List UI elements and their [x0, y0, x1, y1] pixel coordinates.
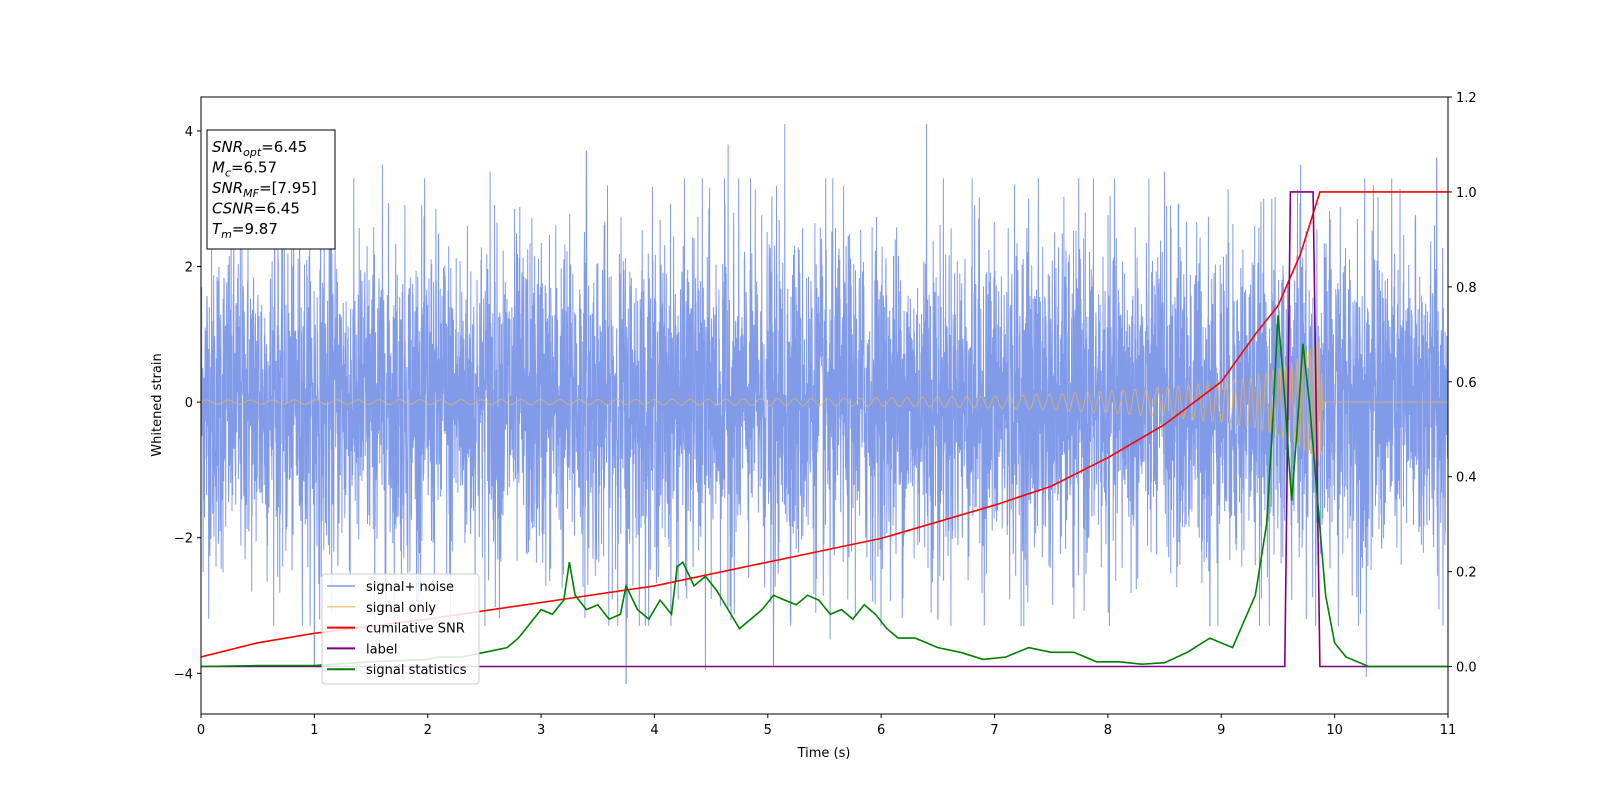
legend-cumulative-snr-label: cumilative SNR — [366, 622, 465, 637]
legend: signal+ noise signal only cumilative SNR la… — [321, 573, 480, 685]
legend-label-label: label — [366, 642, 397, 657]
y-right-tick-label: 0.4 — [1456, 471, 1477, 486]
plot-frame — [200, 96, 1449, 715]
x-tick-label: 6 — [877, 723, 885, 738]
info-box-line: Mc=6.57 — [212, 159, 277, 180]
x-tick-label: 3 — [537, 723, 545, 738]
info-box-line: SNRopt=6.45 — [212, 138, 307, 159]
info-box-frame — [206, 129, 336, 250]
y-left-tick-label: −4 — [174, 667, 193, 682]
x-tick-label: 7 — [990, 723, 998, 738]
series-signal-only — [201, 341, 1448, 462]
y-left-tick-label: 4 — [185, 125, 193, 140]
y-left-tick-label: 2 — [185, 261, 193, 276]
x-axis: 0 1 2 3 4 5 6 7 8 9 10 11 — [197, 714, 1456, 738]
series-signal-statistics — [201, 315, 1448, 668]
x-tick-label: 9 — [1217, 723, 1225, 738]
legend-frame — [321, 573, 480, 685]
y-right-tick-label: 0.6 — [1456, 376, 1477, 391]
y-right-tick-label: 0.2 — [1456, 566, 1477, 581]
x-tick-label: 4 — [650, 723, 658, 738]
x-tick-label: 2 — [424, 723, 432, 738]
y-axis-right: 0.0 0.2 0.4 0.6 0.8 1.0 1.2 — [1448, 91, 1477, 676]
legend-signal-noise-label: signal+ noise — [366, 580, 454, 595]
x-axis-title: Time (s) — [797, 746, 851, 761]
y-axis-title: Whitened strain — [150, 353, 165, 456]
y-right-tick-label: 0.8 — [1456, 281, 1477, 296]
info-box-line: SNRMF=[7.95] — [212, 179, 317, 200]
x-tick-label: 0 — [197, 723, 205, 738]
info-box-line: CSNR=6.45 — [212, 200, 300, 218]
y-left-tick-label: −2 — [174, 532, 193, 547]
x-tick-label: 11 — [1440, 723, 1457, 738]
y-right-tick-label: 0.0 — [1456, 661, 1477, 676]
legend-signal-only-label: signal only — [366, 601, 436, 616]
x-tick-label: 1 — [310, 723, 318, 738]
info-box-line: Tm=9.87 — [212, 220, 278, 241]
y-axis-left: −4 −2 0 2 4 — [174, 125, 201, 682]
x-tick-label: 10 — [1326, 723, 1343, 738]
y-left-tick-label: 0 — [185, 396, 193, 411]
x-tick-label: 5 — [764, 723, 772, 738]
series-signal-noise — [201, 124, 1448, 684]
x-tick-label: 8 — [1104, 723, 1112, 738]
legend-signal-statistics-label: signal statistics — [366, 663, 467, 678]
series-label — [201, 191, 1448, 668]
y-right-tick-label: 1.2 — [1456, 91, 1477, 106]
y-right-tick-label: 1.0 — [1456, 186, 1477, 201]
